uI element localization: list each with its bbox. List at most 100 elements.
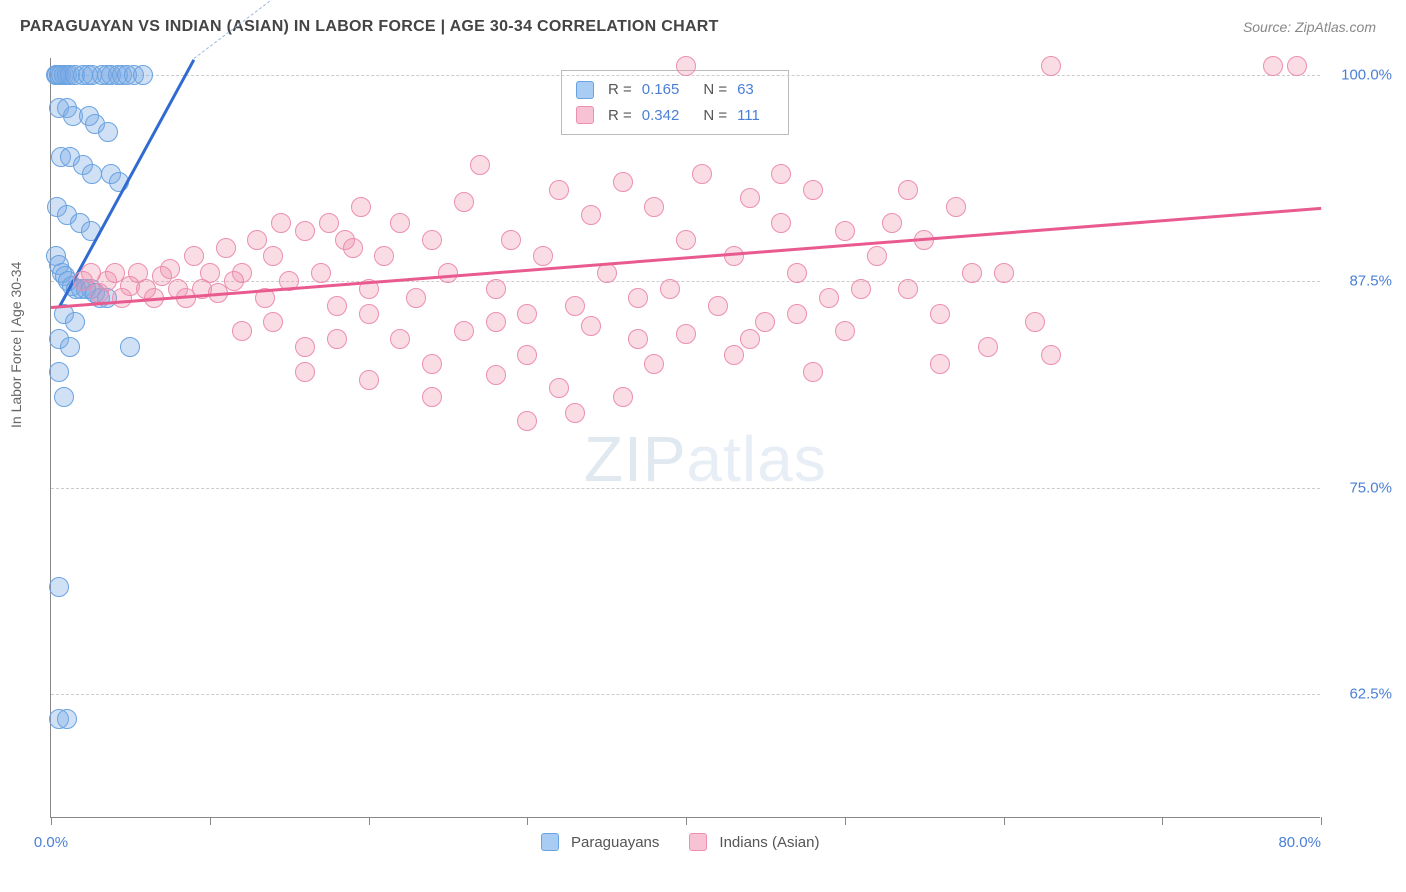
watermark: ZIPatlas — [584, 422, 827, 496]
scatter-point — [787, 304, 807, 324]
chart-legend: ParaguayansIndians (Asian) — [541, 833, 819, 851]
scatter-point — [49, 577, 69, 597]
scatter-point — [771, 164, 791, 184]
scatter-point — [295, 337, 315, 357]
chart-header: PARAGUAYAN VS INDIAN (ASIAN) IN LABOR FO… — [0, 0, 1406, 46]
scatter-point — [517, 345, 537, 365]
scatter-point — [57, 98, 77, 118]
scatter-point — [422, 354, 442, 374]
scatter-point — [359, 370, 379, 390]
y-tick-label: 75.0% — [1332, 479, 1392, 496]
scatter-point — [787, 263, 807, 283]
legend-label: Paraguayans — [571, 834, 659, 851]
x-tick — [51, 817, 52, 825]
scatter-point — [128, 263, 148, 283]
scatter-point — [327, 296, 347, 316]
scatter-point — [216, 238, 236, 258]
y-tick-label: 87.5% — [1332, 273, 1392, 290]
scatter-point — [105, 263, 125, 283]
scatter-point — [359, 304, 379, 324]
scatter-point — [85, 114, 105, 134]
legend-swatch — [689, 833, 707, 851]
x-tick — [1162, 817, 1163, 825]
scatter-point — [882, 213, 902, 233]
scatter-point — [486, 279, 506, 299]
scatter-point — [470, 155, 490, 175]
regression-line — [51, 207, 1321, 309]
stat-r-label: R = — [608, 103, 632, 129]
scatter-point — [676, 230, 696, 250]
scatter-point — [136, 279, 156, 299]
scatter-point — [65, 312, 85, 332]
series-swatch — [576, 81, 594, 99]
stats-row: R = 0.165N = 63 — [576, 77, 774, 103]
scatter-point — [803, 362, 823, 382]
scatter-point — [819, 288, 839, 308]
scatter-point — [247, 230, 267, 250]
scatter-point — [565, 403, 585, 423]
scatter-point — [994, 263, 1014, 283]
scatter-point — [708, 296, 728, 316]
scatter-point — [52, 263, 72, 283]
x-tick — [686, 817, 687, 825]
scatter-point — [200, 263, 220, 283]
scatter-point — [851, 279, 871, 299]
watermark-bold: ZIP — [584, 423, 687, 495]
watermark-thin: atlas — [687, 423, 827, 495]
scatter-point — [549, 378, 569, 398]
scatter-point — [438, 263, 458, 283]
scatter-point — [232, 321, 252, 341]
scatter-point — [1287, 56, 1307, 76]
scatter-point — [740, 329, 760, 349]
x-tick — [1004, 817, 1005, 825]
x-tick — [845, 817, 846, 825]
regression-line — [58, 59, 196, 308]
series-swatch — [576, 106, 594, 124]
scatter-point — [81, 279, 101, 299]
scatter-point — [232, 263, 252, 283]
scatter-point — [152, 266, 172, 286]
scatter-point — [771, 213, 791, 233]
scatter-point — [184, 246, 204, 266]
scatter-point — [82, 164, 102, 184]
scatter-point — [319, 213, 339, 233]
legend-swatch — [541, 833, 559, 851]
scatter-point — [867, 246, 887, 266]
scatter-point — [49, 98, 69, 118]
scatter-point — [49, 362, 69, 382]
x-tick-label: 80.0% — [1278, 834, 1321, 851]
scatter-point — [1041, 345, 1061, 365]
stat-r-value: 0.342 — [642, 103, 680, 129]
scatter-point — [390, 329, 410, 349]
source-label: Source: ZipAtlas.com — [1243, 19, 1376, 35]
stat-n-label: N = — [703, 103, 727, 129]
scatter-point — [73, 155, 93, 175]
chart-title: PARAGUAYAN VS INDIAN (ASIAN) IN LABOR FO… — [20, 18, 719, 36]
scatter-point — [628, 288, 648, 308]
scatter-point — [835, 321, 855, 341]
x-tick — [369, 817, 370, 825]
scatter-point — [962, 263, 982, 283]
scatter-point — [60, 147, 80, 167]
y-tick-label: 62.5% — [1332, 686, 1392, 703]
scatter-point — [613, 387, 633, 407]
scatter-point — [70, 213, 90, 233]
scatter-point — [120, 337, 140, 357]
scatter-point — [112, 288, 132, 308]
gridline — [51, 281, 1320, 282]
scatter-point — [374, 246, 394, 266]
scatter-point — [311, 263, 331, 283]
scatter-point — [85, 283, 105, 303]
scatter-point — [898, 279, 918, 299]
x-tick — [527, 817, 528, 825]
scatter-point — [46, 246, 66, 266]
scatter-point — [49, 329, 69, 349]
scatter-point — [271, 213, 291, 233]
scatter-point — [351, 197, 371, 217]
scatter-point — [613, 172, 633, 192]
scatter-point — [57, 709, 77, 729]
scatter-point — [63, 106, 83, 126]
scatter-point — [295, 221, 315, 241]
scatter-point — [120, 276, 140, 296]
gridline — [51, 694, 1320, 695]
